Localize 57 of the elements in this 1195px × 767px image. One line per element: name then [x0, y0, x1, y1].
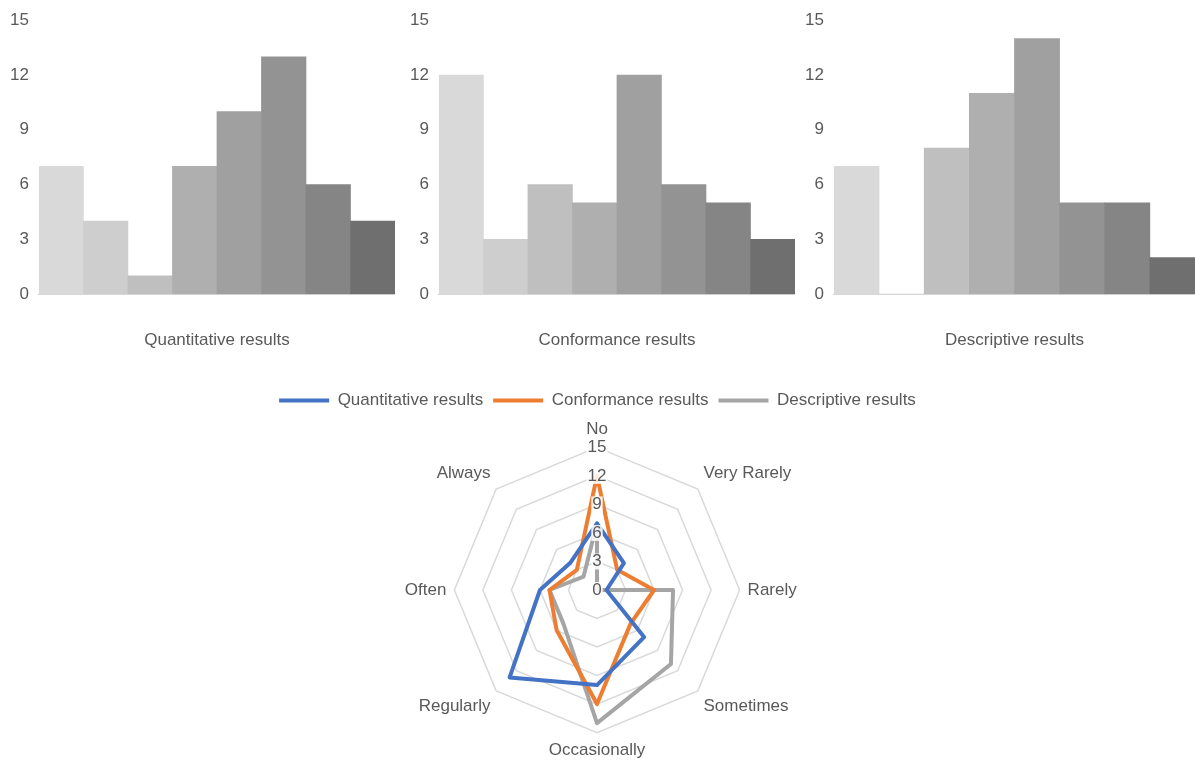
x-axis-title: Quantitative results	[144, 330, 290, 350]
x-axis-title: Conformance results	[538, 330, 696, 350]
bar	[216, 111, 262, 295]
bar	[1059, 202, 1106, 295]
bar	[305, 184, 351, 295]
x-axis-title: Descriptive results	[945, 330, 1084, 350]
y-tick-label: 9	[419, 119, 429, 139]
y-tick-label: 15	[9, 9, 29, 29]
spoke-label: Regularly	[418, 696, 492, 716]
y-tick-label: 6	[814, 174, 824, 194]
y-tick-label: 9	[592, 494, 602, 514]
spoke-label: Often	[404, 579, 447, 599]
y-tick-label: 3	[419, 229, 429, 249]
bar	[1014, 38, 1060, 295]
spoke-label: Rarely	[747, 579, 798, 599]
y-tick-label: 15	[587, 437, 607, 457]
bar	[350, 220, 395, 295]
legend-label: Quantitative results	[337, 390, 484, 410]
legend-label: Descriptive results	[776, 390, 916, 410]
spoke-label: Always	[436, 463, 491, 482]
spoke-label: No	[586, 418, 608, 438]
y-tick-label: 12	[409, 64, 429, 84]
y-tick-label: 15	[804, 9, 824, 29]
y-tick-label: 0	[592, 579, 602, 599]
bar	[527, 184, 573, 295]
y-tick-label: 3	[19, 229, 29, 249]
bar	[705, 202, 751, 295]
y-tick-label: 9	[814, 119, 824, 139]
bar	[261, 56, 307, 295]
bar	[923, 147, 970, 295]
y-tick-label: 6	[592, 522, 602, 542]
bar	[172, 166, 218, 295]
y-tick-label: 9	[19, 119, 29, 139]
bar	[616, 74, 662, 295]
bar	[127, 275, 173, 295]
y-tick-label: 0	[19, 283, 29, 303]
bar	[661, 184, 707, 295]
y-tick-label: 3	[814, 229, 824, 249]
y-tick-label: 12	[9, 64, 29, 84]
y-tick-label: 0	[419, 283, 429, 303]
y-tick-label: 6	[19, 174, 29, 194]
y-tick-label: 0	[814, 283, 824, 303]
bar	[968, 92, 1015, 295]
spoke-label: Sometimes	[703, 696, 789, 716]
y-tick-label: 12	[587, 465, 607, 485]
spoke-label: Very Rarely	[703, 463, 792, 482]
spoke-label: Occasionally	[548, 740, 646, 760]
y-tick-label: 3	[592, 551, 602, 571]
legend-label: Conformance results	[551, 390, 709, 410]
y-tick-label: 12	[804, 64, 824, 84]
y-tick-label: 6	[419, 174, 429, 194]
bar	[572, 202, 618, 295]
bar	[833, 166, 880, 295]
y-tick-label: 15	[409, 9, 429, 29]
bar	[1149, 257, 1195, 295]
bar	[750, 239, 795, 295]
bar	[1104, 202, 1151, 295]
